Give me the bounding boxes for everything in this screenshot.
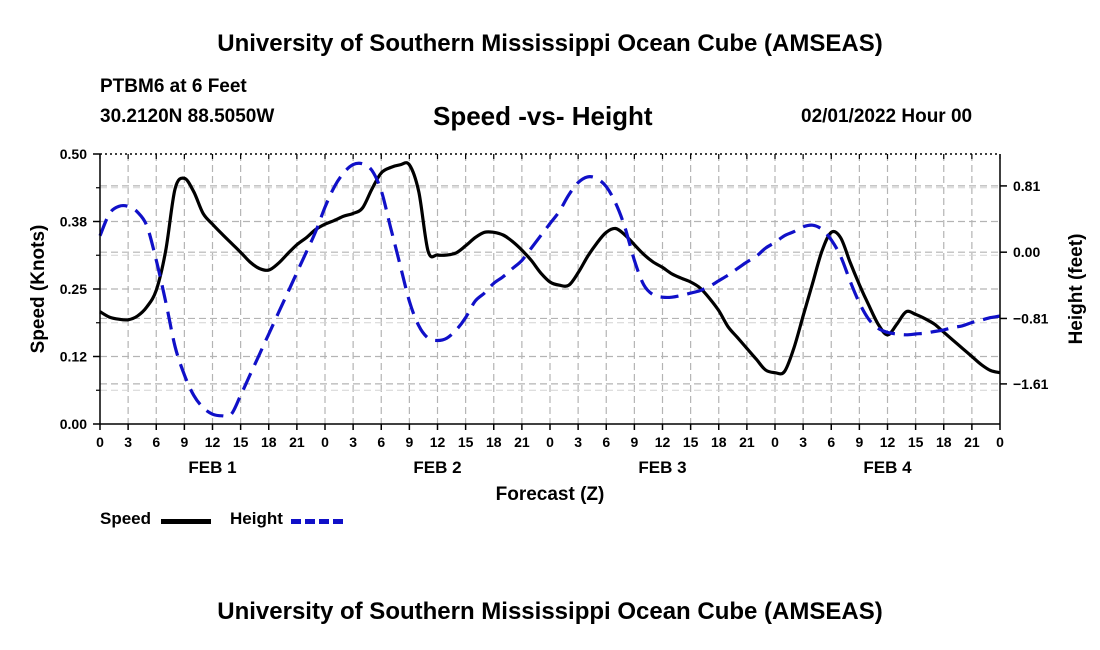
x-tick-label: 12 (205, 434, 221, 450)
x-tick-label: 9 (405, 434, 413, 450)
x-tick-label: 6 (602, 434, 610, 450)
chart-main-title: University of Southern Mississippi Ocean… (217, 30, 883, 57)
x-tick-label: 3 (799, 434, 807, 450)
x-tick-label: 21 (964, 434, 980, 450)
x-tick-label: 12 (880, 434, 896, 450)
series-group (98, 161, 1001, 418)
x-tick-label: 18 (486, 434, 502, 450)
forecast-datetime: 02/01/2022 Hour 00 (801, 106, 973, 127)
x-axis-title: Forecast (Z) (496, 484, 605, 505)
x-tick-label: 0 (771, 434, 779, 450)
x-tick-label: 15 (458, 434, 474, 450)
x-tick-label: 3 (349, 434, 357, 450)
x-tick-label: 15 (233, 434, 249, 450)
x-tick-label: 21 (739, 434, 755, 450)
y-tick-label: 0.12 (60, 349, 87, 365)
legend-height-swatch (291, 519, 343, 524)
chart-subtitle: Speed -vs- Height (433, 101, 653, 131)
grid (100, 154, 1000, 424)
x-tick-label: 15 (683, 434, 699, 450)
x-tick-label: 6 (377, 434, 385, 450)
x-tick-label: 15 (908, 434, 924, 450)
x-tick-label: 18 (936, 434, 952, 450)
x-tick-label: 18 (261, 434, 277, 450)
x-tick-label: 3 (574, 434, 582, 450)
station-coordinates: 30.2120N 88.5050W (100, 106, 275, 127)
x-tick-label: 9 (630, 434, 638, 450)
x-tick-label: 0 (546, 434, 554, 450)
x-tick-label: 6 (152, 434, 160, 450)
footer-title: University of Southern Mississippi Ocean… (217, 598, 883, 625)
x-tick-label: 18 (711, 434, 727, 450)
legend-speed-swatch (161, 519, 211, 524)
x-tick-label: 6 (827, 434, 835, 450)
series-line-speed (99, 161, 1001, 376)
axis-labels: 0 3 6 9 12 15 18 21 0 3 6 9 12 15 18 21 0 3 6 9 12 15 18 21 0 3 6 9… (28, 146, 1087, 505)
axes (93, 153, 1007, 430)
y-axis-title: Speed (Knots) (28, 225, 49, 354)
x-tick-label: 0 (996, 434, 1004, 450)
y2-tick-label: 0.81 (1013, 178, 1040, 194)
y-tick-label: 0.50 (60, 146, 87, 162)
x-tick-label: 12 (655, 434, 671, 450)
y-tick-label: 0.25 (60, 281, 87, 297)
station-label: PTBM6 at 6 Feet (100, 76, 247, 97)
x-tick-label: 21 (289, 434, 305, 450)
x-tick-label: 3 (124, 434, 132, 450)
x-tick-label: 0 (96, 434, 104, 450)
x-day-label: FEB 2 (413, 458, 461, 477)
x-tick-label: 21 (514, 434, 530, 450)
x-tick-label: 12 (430, 434, 446, 450)
y-tick-label: 0.38 (60, 214, 87, 230)
x-day-label: FEB 1 (188, 458, 236, 477)
y2-tick-label: 0.00 (1013, 244, 1040, 260)
legend-speed-label: Speed (100, 509, 152, 528)
x-tick-label: 0 (321, 434, 329, 450)
x-tick-label: 9 (855, 434, 863, 450)
y-tick-label: 0.00 (60, 416, 87, 432)
legend-height-label: Height (230, 509, 283, 528)
x-day-label: FEB 3 (638, 458, 686, 477)
y2-axis-title: Height (feet) (1066, 234, 1087, 345)
x-day-label: FEB 4 (863, 458, 912, 477)
y2-tick-label: −0.81 (1013, 310, 1049, 326)
y2-tick-label: −1.61 (1013, 376, 1049, 392)
series-line-height (98, 161, 1001, 418)
x-tick-label: 9 (180, 434, 188, 450)
